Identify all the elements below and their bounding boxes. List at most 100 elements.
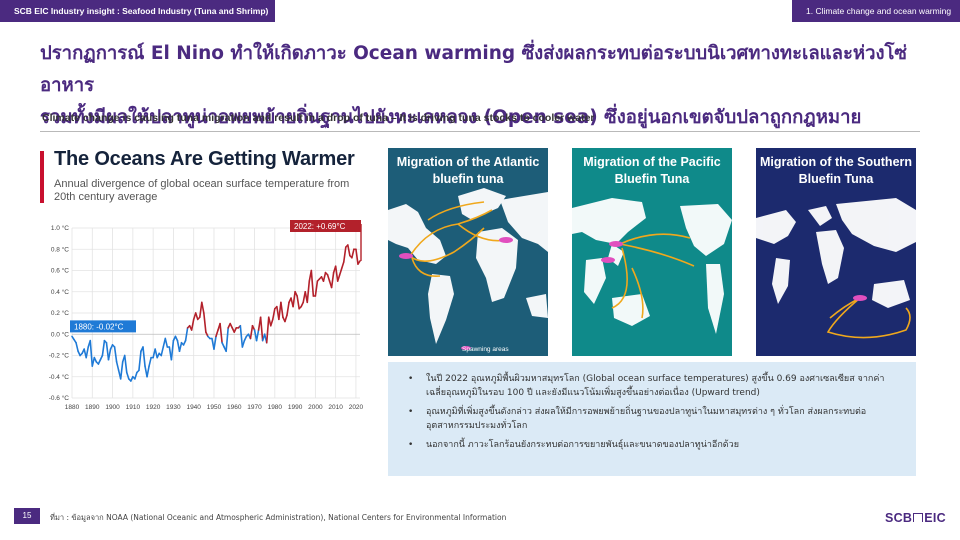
series-segment: [138, 350, 142, 372]
x-tick-label: 1980: [268, 404, 283, 411]
series-segment: [265, 316, 270, 344]
logo-right-text: EIC: [924, 511, 946, 525]
series-segment: [85, 346, 90, 359]
x-tick-label: 1930: [166, 404, 181, 411]
world-map-southern: [756, 198, 916, 339]
bullet-text: นอกจากนี้ ภาวะโลกร้อนยังกระทบต่อการขยายพ…: [426, 440, 739, 450]
map-pacific: Migration of the Pacific Bluefin Tuna: [572, 148, 732, 356]
chart-subtitle: Annual divergence of global ocean surfac…: [54, 178, 350, 203]
key-findings-box: • ในปี 2022 อุณหภูมิพื้นผิวมหาสมุทรโลก (…: [388, 362, 916, 476]
page-title: ปรากฏการณ์ El Nino ทำให้เกิดภาวะ Ocean w…: [40, 38, 930, 134]
y-tick-label: 0.4 °C: [51, 288, 69, 296]
series-segment: [342, 246, 347, 263]
map-southern-title: Migration of the Southern Bluefin Tuna: [759, 155, 913, 186]
series-segment: [146, 365, 150, 378]
series-segment: [334, 265, 339, 282]
series-segment: [239, 324, 244, 348]
series-segment: [113, 346, 118, 363]
source-note: ที่มา : ข้อมูลจาก NOAA (National Oceanic…: [50, 513, 507, 522]
y-tick-label: 1.0 °C: [51, 224, 69, 232]
series-segment: [340, 261, 345, 270]
x-tick-label: 1880: [65, 404, 80, 411]
chart-plot: -0.6 °C -0.4 °C -0.2 °C 0.0 °C 0.2 °C 0.4 °C 0…: [49, 220, 364, 411]
series-segment: [154, 348, 158, 359]
series-segment: [119, 361, 124, 380]
series-segment: [225, 327, 229, 353]
x-tick-label: 2020: [349, 404, 364, 411]
header-section: 1. Climate change and ocean warming: [792, 0, 960, 22]
series-segment: [115, 361, 120, 372]
map-pacific-title: Migration of the Pacific Bluefin Tuna: [583, 155, 721, 186]
ocean-temperature-chart: The Oceans Are Getting Warmer Annual div…: [38, 148, 370, 420]
series-segment: [160, 346, 165, 357]
series-segment: [322, 271, 327, 282]
y-tick-label: -0.2 °C: [49, 352, 70, 360]
title-line-2: รวมทั้งมีผลให้ปลาทูน่าอพยพย้ายถิ่นฐานไปย…: [40, 107, 862, 128]
series-segment: [284, 314, 288, 323]
series-segment: [184, 327, 189, 342]
series-segment: [134, 371, 138, 380]
series-segment: [203, 312, 207, 333]
series-segment: [219, 322, 223, 344]
series-segment: [357, 260, 361, 265]
annotation-end-label: 2022: +0.69°C: [294, 222, 346, 231]
series-segment: [292, 290, 296, 308]
scb-eic-logo: SCB EIC: [885, 511, 946, 525]
series-segment: [330, 271, 335, 289]
x-tick-label: 2000: [308, 404, 323, 411]
series-segment: [259, 316, 264, 342]
series-segment: [170, 339, 175, 361]
logo-mark-icon: [913, 513, 924, 522]
series-segment: [286, 301, 290, 316]
bullet-item: • นอกจากนี้ ภาวะโลกร้อนยังกระทบต่อการขยา…: [402, 438, 902, 452]
world-map-pacific: [572, 198, 732, 334]
series-segment: [310, 269, 315, 297]
page-subtitle: Climate change is causing tuna migration…: [42, 112, 595, 124]
bullet-text: ในปี 2022 อุณหภูมิพื้นผิวมหาสมุทรโลก (Gl…: [426, 374, 885, 398]
divider: [40, 131, 920, 132]
x-tick-label: 1920: [146, 404, 161, 411]
annotation-start-label: 1880: -0.02°C: [74, 322, 124, 331]
y-tick-label: 0.8 °C: [51, 245, 69, 253]
logo-left-text: SCB: [884, 511, 913, 525]
x-tick-label: 1950: [207, 404, 222, 411]
series-segment: [105, 341, 110, 361]
series-segment: [306, 280, 311, 304]
y-tick-label: -0.4 °C: [49, 373, 70, 381]
map-southern: Migration of the Southern Bluefin Tuna: [756, 148, 916, 356]
x-tick-label: 2010: [328, 404, 343, 411]
series-segment: [215, 329, 219, 338]
series-segment: [241, 339, 246, 348]
series-segment: [314, 280, 319, 297]
series-segment: [255, 329, 260, 342]
series-segment: [190, 318, 195, 331]
series-segment: [89, 339, 94, 367]
spawning-legend: Spawning areas: [462, 346, 509, 353]
annotation-start-box: [70, 320, 136, 333]
chart-title: The Oceans Are Getting Warmer: [54, 148, 355, 170]
header-left: SCB EIC Industry insight : Seafood Indus…: [0, 0, 275, 22]
bullet-dot-icon: •: [408, 407, 414, 417]
series-segment: [296, 295, 300, 310]
y-tick-label: 0.0 °C: [51, 330, 69, 338]
series-segment: [249, 324, 254, 340]
bullet-dot-icon: •: [408, 374, 414, 384]
bullet-dot-icon: •: [408, 440, 414, 450]
series-segment: [280, 301, 284, 319]
series-segment: [326, 273, 331, 282]
series-segment: [347, 244, 351, 257]
x-tick-label: 1910: [126, 404, 141, 411]
series-segment: [123, 354, 128, 374]
y-tick-label: 0.6 °C: [51, 267, 69, 275]
series-segment: [194, 312, 199, 321]
map-atlantic-title: Migration of the Atlantic bluefin tuna: [396, 155, 540, 186]
series-segment: [164, 337, 169, 348]
series-segment: [213, 335, 217, 350]
series-segment: [142, 346, 146, 367]
map-atlantic: Migration of the Atlantic bluefin tuna S…: [388, 148, 548, 356]
series-segment: [351, 248, 355, 259]
series-segment: [269, 318, 274, 327]
x-tick-label: 1970: [247, 404, 262, 411]
y-tick-label: -0.6 °C: [49, 394, 70, 402]
x-tick-label: 1900: [105, 404, 120, 411]
